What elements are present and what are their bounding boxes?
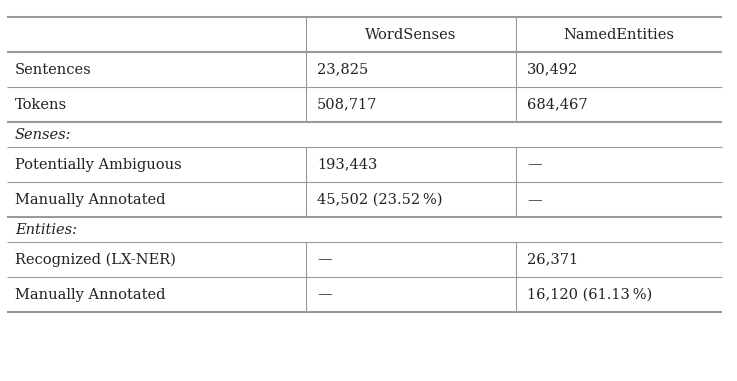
Text: —: — [317,288,332,301]
Text: Senses:: Senses: [15,128,71,142]
Text: —: — [527,158,542,171]
Text: Manually Annotated: Manually Annotated [15,288,165,301]
Text: 23,825: 23,825 [317,63,368,77]
Text: Tokens: Tokens [15,98,67,112]
Text: Sentences: Sentences [15,63,91,77]
Text: 508,717: 508,717 [317,98,377,112]
Text: Entities:: Entities: [15,223,77,237]
Text: 193,443: 193,443 [317,158,377,171]
Text: NamedEntities: NamedEntities [564,28,674,42]
Text: 26,371: 26,371 [527,253,578,266]
Text: 30,492: 30,492 [527,63,579,77]
Text: —: — [527,193,542,207]
Text: Manually Annotated: Manually Annotated [15,193,165,207]
Text: Potentially Ambiguous: Potentially Ambiguous [15,158,181,171]
Text: 16,120 (61.13 %): 16,120 (61.13 %) [527,288,652,301]
Text: Recognized (LX-NER): Recognized (LX-NER) [15,252,175,267]
Text: WordSenses: WordSenses [366,28,456,42]
Text: 684,467: 684,467 [527,98,587,112]
Text: —: — [317,253,332,266]
Text: 45,502 (23.52 %): 45,502 (23.52 %) [317,193,442,207]
